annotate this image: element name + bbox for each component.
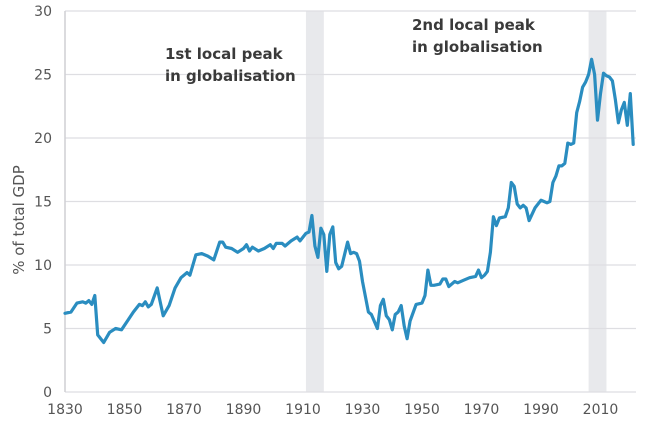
x-tick-label: 2010 [583, 402, 619, 418]
x-tick-label: 1850 [107, 402, 143, 418]
y-tick-label: 10 [34, 258, 52, 274]
annotation-2-line-2: in globalisation [412, 38, 543, 56]
annotation-1-line-2: in globalisation [165, 67, 296, 85]
x-tick-label: 1950 [404, 402, 440, 418]
annotation-1-line-1: 1st local peak [165, 45, 284, 63]
y-tick-label: 30 [34, 4, 52, 20]
y-tick-label: 5 [43, 322, 52, 338]
x-tick-label: 1910 [285, 402, 321, 418]
x-tick-label: 1890 [226, 402, 262, 418]
annotation-2-line-1: 2nd local peak [412, 16, 536, 34]
y-tick-label: 0 [43, 385, 52, 401]
x-tick-label: 1830 [47, 402, 83, 418]
series-line [63, 57, 635, 345]
x-tick-label: 1970 [464, 402, 500, 418]
y-tick-label: 20 [34, 131, 52, 147]
y-tick-label: 15 [34, 195, 52, 211]
y-tick-label: 25 [34, 68, 52, 84]
y-axis-label: % of total GDP [10, 165, 28, 275]
x-tick-label: 1930 [345, 402, 381, 418]
x-tick-label: 1990 [523, 402, 559, 418]
x-tick-label: 1870 [166, 402, 202, 418]
